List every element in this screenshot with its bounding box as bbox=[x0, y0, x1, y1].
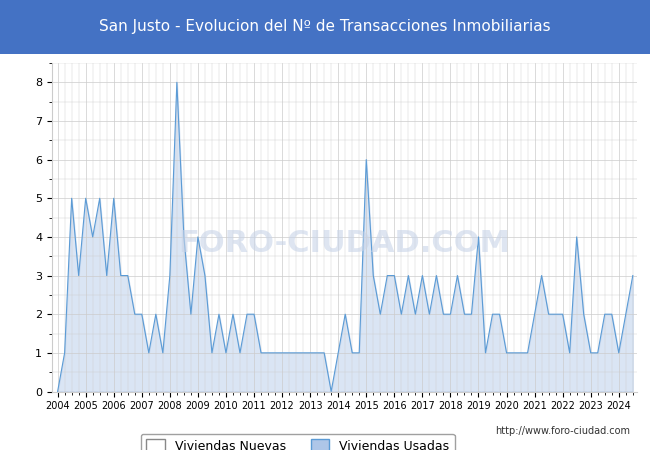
Legend: Viviendas Nuevas, Viviendas Usadas: Viviendas Nuevas, Viviendas Usadas bbox=[141, 434, 454, 450]
Text: FORO-CIUDAD.COM: FORO-CIUDAD.COM bbox=[179, 229, 510, 258]
Text: http://www.foro-ciudad.com: http://www.foro-ciudad.com bbox=[495, 427, 630, 436]
Text: San Justo - Evolucion del Nº de Transacciones Inmobiliarias: San Justo - Evolucion del Nº de Transacc… bbox=[99, 19, 551, 35]
